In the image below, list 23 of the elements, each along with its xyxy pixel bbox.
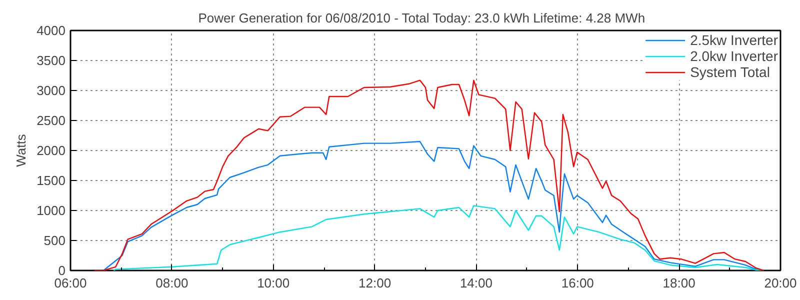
y-tick-label: 3000 (36, 83, 66, 98)
y-tick-label: 500 (44, 233, 66, 248)
line-series (94, 80, 764, 270)
x-tick-label: 14:00 (460, 276, 492, 290)
x-tick-label: 20:00 (764, 276, 797, 290)
y-tick-label: 1500 (36, 173, 66, 188)
chart-title: Power Generation for 06/08/2010 - Total Today: 23.0 kWh Lifetime: 4.28 MWh (198, 10, 646, 26)
y-tick-label: 4000 (36, 23, 66, 38)
y-axis-title: Watts (14, 134, 29, 167)
legend-label: 2.5kw Inverter (690, 32, 778, 48)
x-tick-label: 16:00 (561, 276, 594, 290)
x-tick-label: 06:00 (54, 276, 87, 290)
legend-label: System Total (690, 64, 770, 80)
x-tick-label: 12:00 (358, 276, 392, 290)
x-tick-label: 08:00 (156, 276, 188, 290)
y-tick-label: 2000 (36, 143, 66, 158)
x-tick-label: 18:00 (662, 276, 696, 290)
y-tick-label: 2500 (36, 113, 66, 128)
x-tick-label: 10:00 (257, 276, 290, 290)
y-tick-label: 3500 (36, 53, 66, 68)
y-tick-label: 1000 (36, 203, 66, 218)
legend-label: 2.0kw Inverter (690, 48, 778, 64)
y-tick-label: 0 (58, 263, 66, 278)
